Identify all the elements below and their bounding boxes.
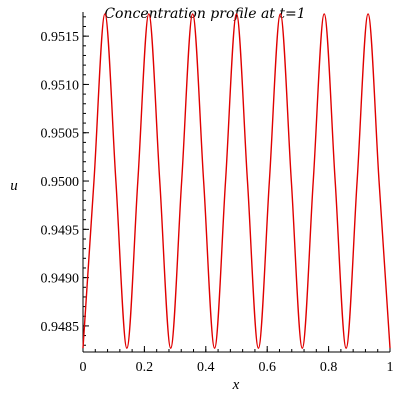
x-axis-label: x bbox=[232, 377, 240, 393]
x-tick-label: 0.2 bbox=[136, 360, 154, 375]
series-line bbox=[82, 13, 391, 349]
x-tick-label: 0 bbox=[80, 360, 87, 375]
y-tick-label: 0.9490 bbox=[41, 272, 80, 287]
y-tick-label: 0.9500 bbox=[41, 175, 80, 190]
series-layer bbox=[82, 13, 391, 349]
x-axis: 0 0.2 0.4 0.6 0.8 1 bbox=[80, 346, 394, 375]
y-axis: 0.9485 0.9490 0.9495 0.9500 0.9505 0.9510 0.95… bbox=[41, 12, 89, 352]
y-tick-label: 0.9485 bbox=[41, 320, 80, 335]
y-tick-label: 0.9495 bbox=[41, 223, 80, 238]
y-tick-label: 0.9515 bbox=[41, 30, 80, 45]
x-tick-label: 0.4 bbox=[197, 360, 215, 375]
x-tick-label: 1 bbox=[387, 360, 394, 375]
y-tick-label: 0.9510 bbox=[41, 78, 80, 93]
x-tick-label: 0.8 bbox=[320, 360, 338, 375]
chart-title: Concentration profile at t=1 bbox=[104, 6, 305, 22]
x-tick-label: 0.6 bbox=[258, 360, 276, 375]
y-tick-label: 0.9505 bbox=[41, 127, 80, 142]
y-axis-label: u bbox=[10, 178, 18, 194]
